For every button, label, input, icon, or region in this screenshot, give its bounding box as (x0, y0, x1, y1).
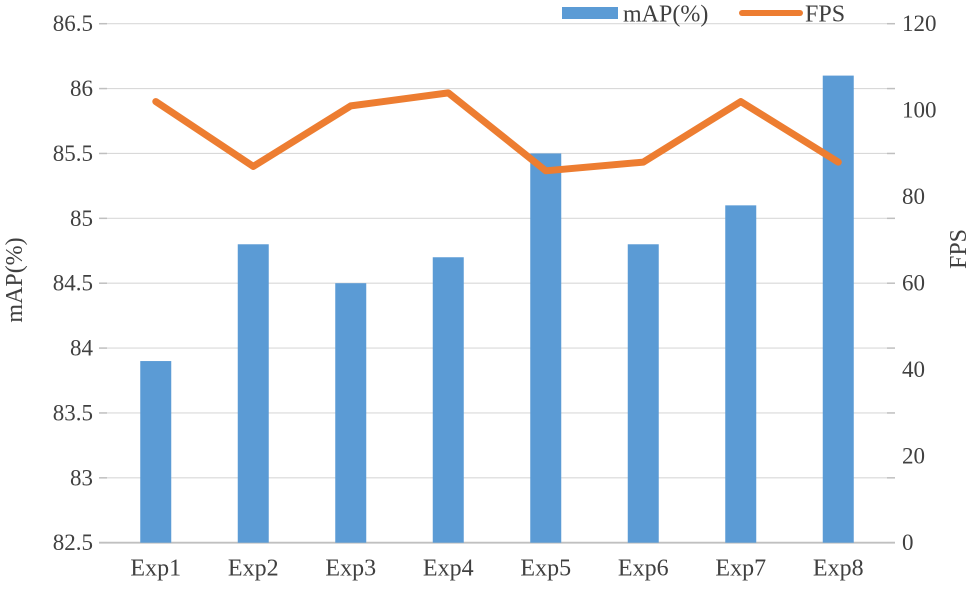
right-axis-tick-label: 0 (902, 530, 914, 555)
legend-label-map: mAP(%) (623, 2, 708, 28)
right-axis-tick-label: 40 (902, 357, 925, 382)
left-axis-tick-label: 83 (70, 465, 93, 490)
map-bar-exp4 (432, 257, 464, 543)
map-bar-exp5 (530, 153, 562, 543)
x-axis-category-label: Exp7 (715, 556, 766, 582)
fps-line (152, 89, 842, 175)
left-axis-tick-label: 84.5 (53, 271, 93, 296)
left-axis-tick-label: 86 (70, 76, 93, 101)
left-axis-tick-label: 83.5 (53, 400, 93, 425)
map-bar-exp7 (725, 205, 757, 543)
legend-label-fps: FPS (805, 2, 845, 28)
map-bar-exp2 (237, 244, 269, 543)
x-axis-category-label: Exp2 (228, 556, 279, 582)
x-axis-category-label: Exp4 (423, 556, 474, 582)
right-axis-tick-label: 100 (902, 98, 937, 123)
left-axis-tick-label: 82.5 (53, 530, 93, 555)
left-axis-tick-label: 85.5 (53, 141, 93, 166)
map-bar-exp1 (140, 361, 172, 543)
right-axis-tick-label: 120 (902, 11, 937, 36)
x-axis-category-label: Exp8 (813, 556, 864, 582)
x-axis-category-label: Exp5 (520, 556, 571, 582)
legend-swatch-bar (562, 7, 618, 19)
x-axis-category-label: Exp6 (618, 556, 669, 582)
right-axis-tick-label: 60 (902, 271, 925, 296)
left-axis-tick-label: 84 (70, 336, 94, 361)
left-axis-tick-label: 85 (70, 206, 93, 231)
left-axis-tick-label: 86.5 (53, 11, 93, 36)
map-bar-exp3 (335, 283, 367, 543)
x-axis-category-label: Exp3 (325, 556, 376, 582)
x-axis-category-label: Exp1 (130, 556, 181, 582)
right-axis-title: FPS (946, 229, 972, 269)
right-axis-tick-label: 80 (902, 184, 925, 209)
map-bar-exp8 (822, 75, 854, 543)
right-axis-tick-label: 20 (902, 444, 925, 469)
map-bar-exp6 (627, 244, 659, 543)
left-axis-title: mAP(%) (2, 237, 28, 322)
